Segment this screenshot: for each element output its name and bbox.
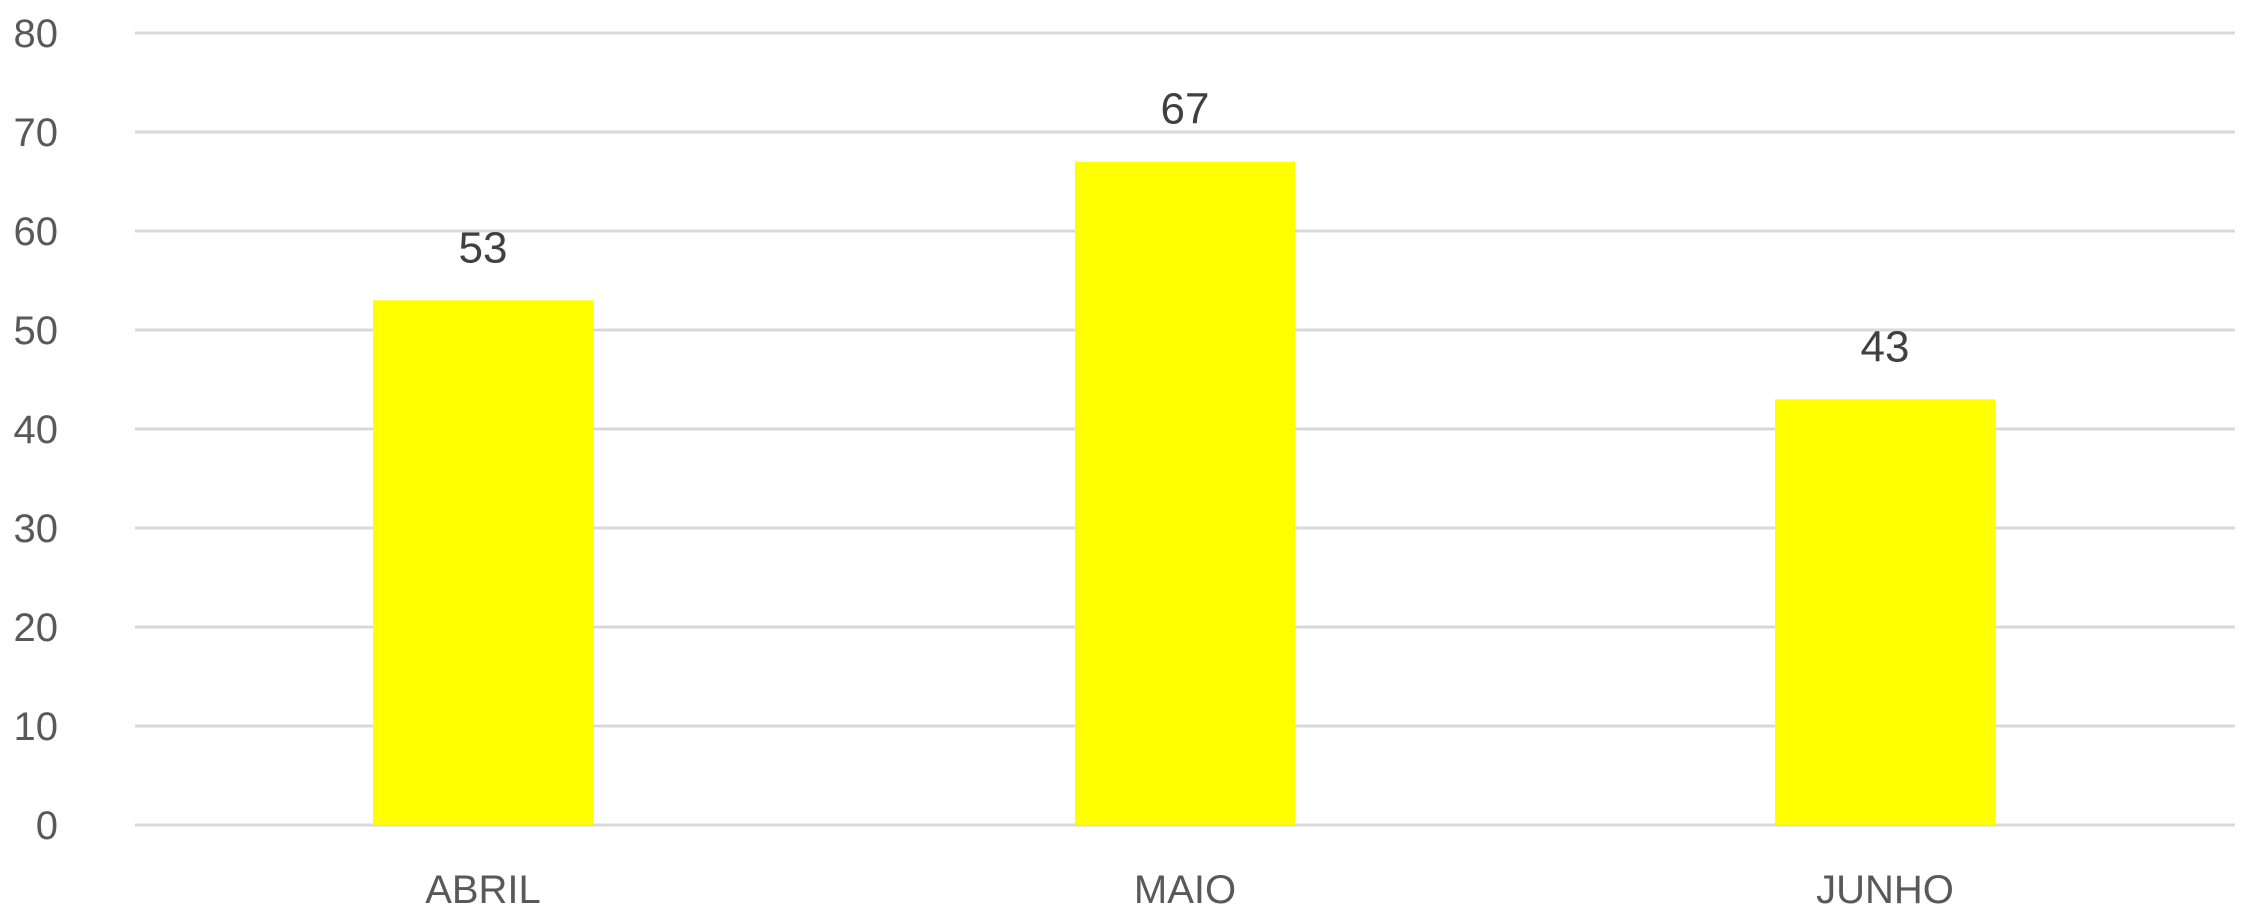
bar-abril <box>373 300 593 825</box>
y-axis-tick-labels: 0 10 20 30 40 50 60 70 80 <box>14 12 59 848</box>
category-label-junho: JUNHO <box>1816 868 1954 912</box>
category-label-abril: ABRIL <box>425 868 541 912</box>
bars <box>373 161 1995 825</box>
data-label-abril: 53 <box>459 223 508 272</box>
y-tick-label: 30 <box>14 507 59 551</box>
bar-junho <box>1775 399 1995 825</box>
y-tick-label: 40 <box>14 408 59 452</box>
y-tick-label: 60 <box>14 210 59 254</box>
x-axis-category-labels: ABRIL MAIO JUNHO <box>425 868 1954 912</box>
data-label-maio: 67 <box>1161 85 1210 134</box>
y-tick-label: 20 <box>14 606 59 650</box>
data-labels: 53 67 43 <box>459 85 1910 372</box>
y-tick-label: 0 <box>36 804 58 848</box>
category-label-maio: MAIO <box>1134 868 1236 912</box>
y-tick-label: 70 <box>14 111 59 155</box>
y-tick-label: 80 <box>14 12 59 56</box>
y-tick-label: 50 <box>14 309 59 353</box>
data-label-junho: 43 <box>1861 322 1910 371</box>
y-tick-label: 10 <box>14 705 59 749</box>
bar-maio <box>1075 161 1295 825</box>
